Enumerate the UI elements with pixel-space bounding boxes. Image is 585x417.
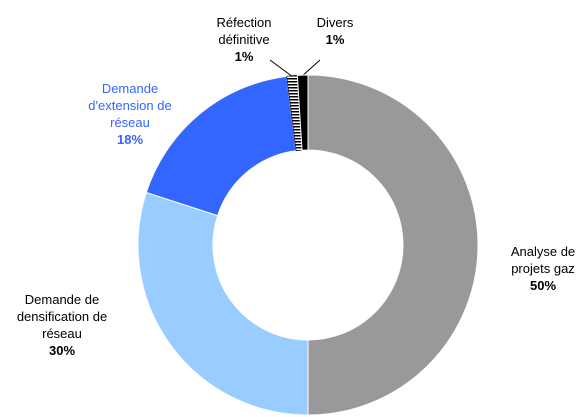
value-label: 1% (234, 49, 254, 64)
value-label: 50% (529, 278, 557, 293)
segment-label: Demande d'extension de réseau 18% (80, 80, 180, 148)
category-name: Réfection définitive (216, 15, 272, 47)
segment-label: Demande de densification de réseau 30% (0, 291, 124, 359)
segment-label: Analyse de projets gaz 50% (497, 243, 585, 294)
value-label: 1% (325, 32, 345, 47)
donut-segment (137, 191, 309, 416)
value-label: 30% (48, 343, 76, 358)
donut-segment (307, 74, 479, 416)
category-name: Analyse de projets gaz (510, 244, 576, 276)
segment-label: Réfection définitive 1% (205, 14, 283, 65)
segment-label: Divers 1% (305, 14, 365, 48)
donut-segment (296, 74, 309, 151)
category-name: Demande de densification de réseau (16, 292, 108, 341)
category-name: Divers (316, 15, 354, 30)
leader-line (300, 59, 321, 78)
leader-line (269, 59, 294, 78)
value-label: 18% (116, 132, 144, 147)
category-name: Demande d'extension de réseau (88, 81, 172, 130)
